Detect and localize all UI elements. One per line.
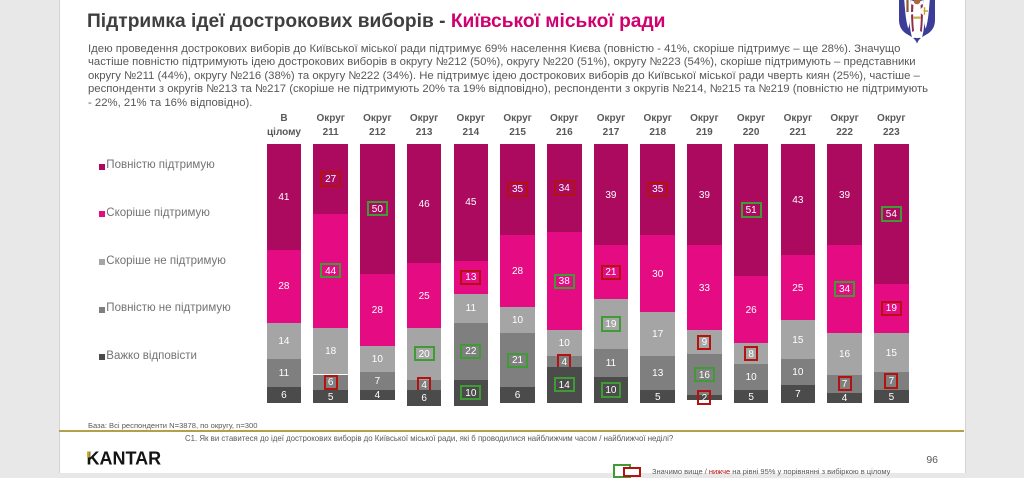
svg-text:KANTAR: KANTAR	[87, 450, 162, 467]
